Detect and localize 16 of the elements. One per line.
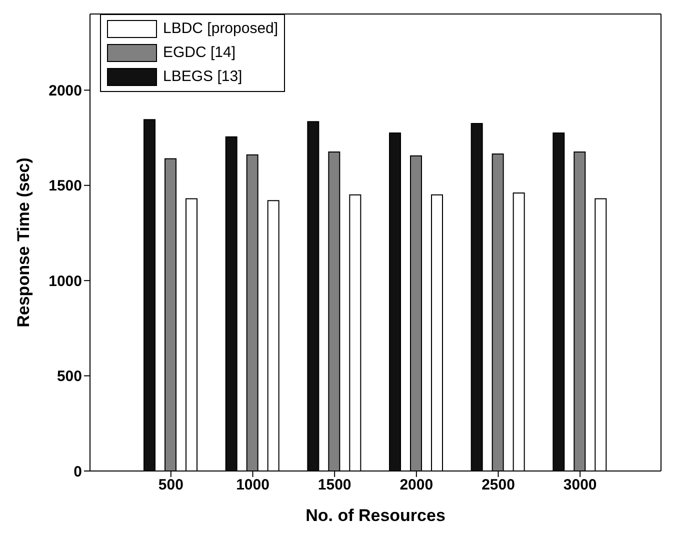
y-tick-label: 1000 bbox=[48, 272, 82, 290]
y-tick-label: 1500 bbox=[48, 178, 82, 195]
x-axis-title: No. of Resources bbox=[306, 506, 446, 525]
y-tick-label: 0 bbox=[74, 463, 82, 480]
x-tick-label: 3000 bbox=[563, 476, 597, 494]
x-tick-label: 1500 bbox=[318, 476, 352, 494]
legend-label: EGDC [14] bbox=[163, 43, 236, 63]
x-tick-label: 2500 bbox=[482, 476, 515, 494]
y-axis-title: Response Time (sec) bbox=[14, 158, 34, 328]
x-tick-label: 500 bbox=[158, 476, 184, 494]
x-tick-label: 2000 bbox=[400, 476, 434, 494]
y-tick-label: 500 bbox=[56, 368, 82, 386]
legend-label: LBEGS [13] bbox=[163, 67, 242, 87]
y-tick-label: 2000 bbox=[48, 82, 82, 100]
legend-label: LBDC [proposed] bbox=[163, 19, 278, 39]
x-tick-label: 1000 bbox=[236, 476, 270, 494]
